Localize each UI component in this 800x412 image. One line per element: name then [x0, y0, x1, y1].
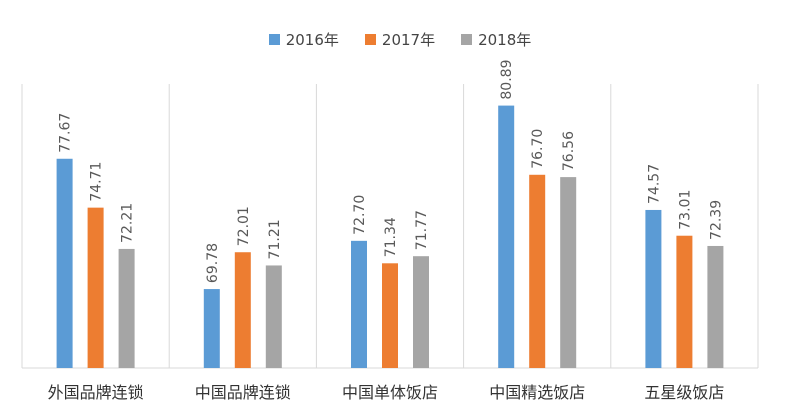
bar — [560, 177, 577, 368]
data-label: 80.89 — [499, 59, 515, 99]
data-label: 76.56 — [561, 131, 577, 171]
data-label: 72.21 — [120, 203, 136, 243]
data-label: 76.70 — [530, 129, 546, 169]
category-label: 五星级饭店 — [644, 383, 724, 402]
bar — [498, 105, 515, 368]
bar — [87, 207, 104, 368]
bar — [351, 240, 367, 368]
data-label: 71.34 — [383, 217, 399, 257]
category-label: 外国品牌连锁 — [48, 383, 144, 402]
category-label: 中国精选饭店 — [489, 383, 585, 402]
bar — [118, 248, 135, 368]
bar — [56, 158, 73, 368]
bar — [265, 265, 282, 368]
data-label: 73.01 — [677, 190, 693, 230]
data-label: 71.21 — [267, 219, 283, 259]
bar — [676, 235, 693, 368]
category-label: 中国单体饭店 — [342, 383, 438, 402]
bar — [382, 263, 398, 368]
bar — [413, 256, 429, 368]
data-label: 71.77 — [414, 210, 430, 250]
data-label: 77.67 — [58, 113, 74, 153]
data-label: 72.39 — [708, 200, 724, 240]
category-label: 中国品牌连锁 — [195, 383, 291, 402]
data-label: 74.71 — [89, 162, 105, 202]
data-label: 69.78 — [205, 243, 221, 283]
bar — [529, 174, 546, 368]
data-label: 72.01 — [236, 206, 252, 246]
bar — [203, 289, 220, 368]
bar — [645, 209, 662, 368]
data-label: 72.70 — [352, 195, 368, 235]
bar — [234, 252, 251, 368]
bar — [707, 245, 724, 368]
data-label: 74.57 — [646, 164, 662, 204]
